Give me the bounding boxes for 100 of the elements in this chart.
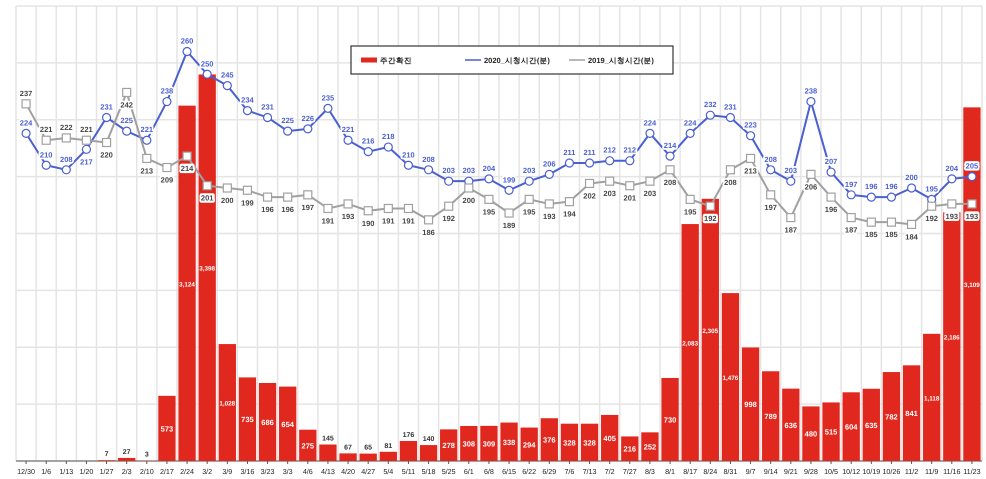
bar: [339, 453, 357, 461]
bar: [923, 334, 940, 461]
point: [262, 112, 272, 122]
point: [202, 181, 212, 190]
point: [222, 81, 232, 90]
bar: [118, 458, 136, 461]
bar: [520, 428, 538, 461]
bar: [822, 402, 840, 461]
bar: [742, 347, 760, 461]
point: [424, 215, 434, 224]
point: [746, 154, 756, 164]
point: [686, 194, 695, 204]
point: [303, 190, 312, 200]
bar: [460, 426, 478, 461]
point: [323, 104, 333, 113]
bar: [902, 365, 920, 461]
point: [82, 136, 92, 145]
point: [484, 174, 494, 184]
point: [404, 204, 414, 214]
point: [42, 160, 51, 170]
point: [504, 208, 514, 218]
point: [645, 128, 655, 138]
bar: [420, 445, 438, 461]
point: [283, 192, 292, 202]
point: [886, 218, 896, 227]
bar: [580, 424, 598, 461]
point: [444, 176, 454, 186]
point: [564, 197, 574, 206]
bar: [238, 377, 256, 461]
point: [665, 165, 675, 174]
bar: [198, 74, 216, 461]
point: [846, 190, 856, 200]
point: [766, 165, 776, 174]
point: [424, 165, 434, 174]
bar: [762, 371, 780, 461]
bar: [380, 452, 397, 461]
point: [746, 131, 756, 140]
point: [967, 199, 977, 209]
bar: [601, 414, 618, 461]
point: [906, 183, 916, 193]
point: [806, 170, 816, 179]
bar: [702, 198, 719, 461]
point: [142, 136, 152, 145]
point: [524, 194, 534, 204]
point: [846, 212, 856, 222]
point: [222, 183, 232, 193]
point: [364, 147, 373, 156]
point: [625, 156, 634, 166]
bar: [218, 344, 236, 461]
point: [584, 178, 594, 188]
bar: [682, 224, 699, 461]
point: [202, 70, 212, 79]
point: [584, 158, 594, 168]
point: [544, 170, 554, 179]
point: [564, 158, 574, 168]
point: [484, 194, 494, 204]
point: [605, 176, 614, 186]
bar: [360, 454, 377, 461]
point: [404, 160, 414, 170]
point: [706, 202, 715, 211]
point: [102, 138, 112, 148]
bar: [500, 422, 518, 461]
point: [162, 162, 172, 172]
point: [706, 110, 715, 120]
point: [182, 46, 192, 56]
point: [625, 181, 634, 190]
bar: [963, 107, 981, 461]
bar: [319, 444, 337, 461]
point: [927, 202, 936, 211]
point: [364, 206, 373, 216]
point: [343, 136, 353, 145]
point: [343, 199, 353, 209]
point: [605, 156, 614, 166]
point: [886, 192, 896, 202]
bar: [722, 293, 740, 461]
point: [544, 199, 554, 209]
point: [62, 165, 71, 174]
point: [967, 172, 977, 182]
bar: [299, 430, 316, 461]
point: [826, 192, 836, 202]
point: [102, 112, 112, 122]
point: [464, 183, 474, 193]
point: [444, 202, 454, 211]
point: [21, 99, 31, 108]
point: [504, 186, 514, 195]
bar: [842, 392, 860, 461]
bar: [661, 378, 679, 461]
point: [162, 96, 172, 106]
bar: [782, 388, 800, 461]
point: [947, 174, 956, 184]
point: [766, 190, 776, 200]
bar: [258, 382, 276, 461]
point: [947, 199, 956, 209]
point: [906, 220, 916, 229]
point: [726, 165, 736, 174]
bar: [400, 440, 418, 461]
bar: [279, 386, 296, 461]
point: [665, 152, 675, 161]
point: [645, 176, 655, 186]
point: [786, 212, 796, 222]
